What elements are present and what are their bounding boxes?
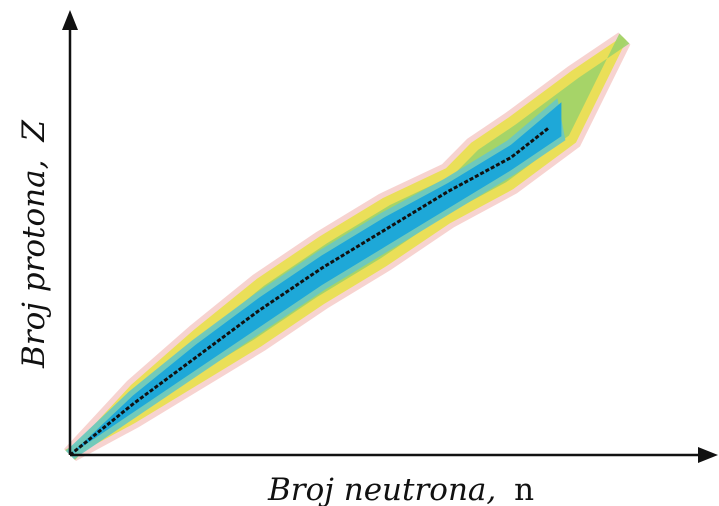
- band-core: [70, 102, 562, 456]
- x-axis-label-text: Broj neutrona,: [267, 472, 496, 506]
- y-axis-arrow: [62, 10, 78, 30]
- x-axis-symbol: n: [514, 472, 534, 506]
- y-axis-label-text: Broj protona,: [16, 160, 52, 369]
- band-layer: [64, 32, 631, 461]
- x-axis-arrow: [698, 447, 718, 463]
- stable-nuclei-line: [69, 126, 550, 457]
- y-axis-label: Broj protona, Z: [16, 120, 52, 369]
- x-axis-label: Broj neutrona, n: [267, 472, 534, 506]
- stable-nuclei-layer: [69, 126, 550, 457]
- y-axis-symbol: Z: [16, 120, 52, 143]
